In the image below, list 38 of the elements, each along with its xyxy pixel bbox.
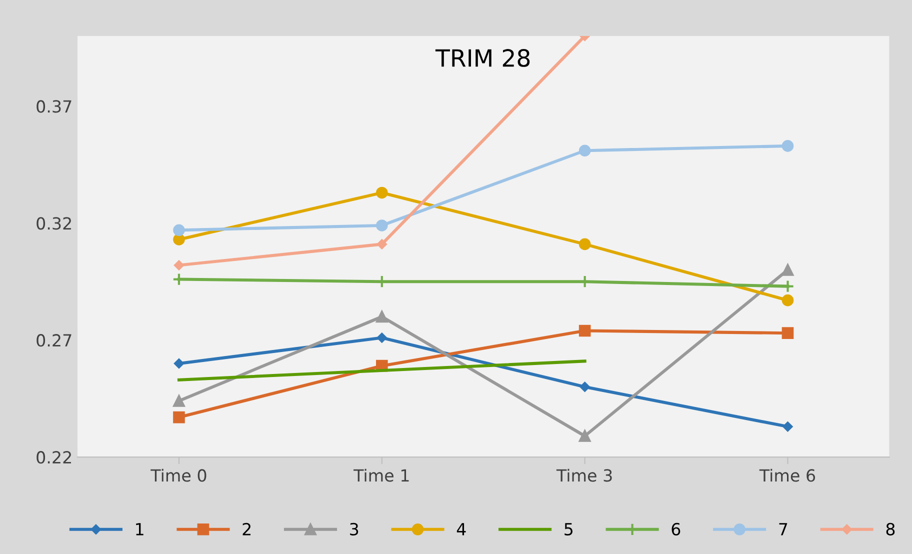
point (174, 260, 184, 270)
point (173, 224, 185, 236)
x-tick-label: Time 0 (150, 468, 206, 482)
point (782, 140, 794, 152)
point (376, 239, 387, 250)
point (782, 264, 794, 276)
point (578, 324, 591, 337)
point (173, 411, 185, 424)
point (376, 186, 388, 199)
legend-label: 8 (886, 522, 895, 536)
legend-label: 2 (242, 522, 250, 536)
y-tick-label: 0.27 (36, 334, 72, 347)
legend-label: 1 (136, 523, 144, 536)
point (578, 430, 591, 442)
point (173, 234, 185, 246)
point (174, 358, 184, 368)
legend-label: 6 (672, 522, 680, 536)
x-tick-label: Time 1 (354, 468, 409, 482)
legend-label: 7 (779, 523, 788, 536)
point (578, 144, 591, 157)
point (376, 310, 388, 323)
point (578, 238, 591, 250)
y-tick-label: 0.32 (36, 217, 71, 230)
point (376, 332, 387, 343)
y-tick-label: 0.22 (36, 451, 71, 464)
point (173, 395, 185, 407)
point (580, 382, 590, 392)
y-tick-label: 0.37 (36, 100, 72, 113)
point (782, 294, 794, 306)
chart-title: TRIM 28 (435, 49, 530, 67)
point (782, 422, 793, 432)
legend-label: 3 (350, 522, 358, 536)
point (782, 327, 794, 339)
x-tick-label: Time 3 (556, 468, 612, 482)
x-tick-label: Time 6 (759, 468, 816, 482)
legend-label: 5 (564, 523, 573, 536)
point (376, 220, 388, 232)
legend-label: 4 (456, 523, 466, 536)
